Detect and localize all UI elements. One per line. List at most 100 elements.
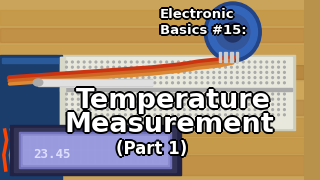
Circle shape xyxy=(172,61,173,63)
Circle shape xyxy=(154,109,156,111)
Circle shape xyxy=(266,66,268,68)
Bar xyxy=(57,55,294,130)
Bar xyxy=(21,134,169,166)
Circle shape xyxy=(77,114,79,116)
Circle shape xyxy=(216,14,250,50)
Text: Measurement: Measurement xyxy=(66,113,276,139)
Circle shape xyxy=(119,114,120,116)
Circle shape xyxy=(225,109,226,111)
Circle shape xyxy=(77,61,79,63)
Circle shape xyxy=(166,93,167,95)
Circle shape xyxy=(89,109,91,111)
Circle shape xyxy=(201,71,203,73)
Bar xyxy=(10,125,180,175)
Circle shape xyxy=(242,66,244,68)
Bar xyxy=(38,79,152,86)
Circle shape xyxy=(248,71,250,73)
Circle shape xyxy=(72,98,73,100)
Circle shape xyxy=(213,77,215,78)
Circle shape xyxy=(107,103,108,105)
Circle shape xyxy=(284,103,285,105)
Circle shape xyxy=(272,66,274,68)
Circle shape xyxy=(284,66,285,68)
Circle shape xyxy=(201,82,203,84)
Text: Measurement: Measurement xyxy=(65,112,274,138)
Circle shape xyxy=(89,71,91,73)
Text: Basics #15:: Basics #15: xyxy=(158,24,244,37)
Circle shape xyxy=(183,98,185,100)
Circle shape xyxy=(131,109,132,111)
Circle shape xyxy=(189,82,191,84)
Circle shape xyxy=(119,61,120,63)
Circle shape xyxy=(95,114,97,116)
Circle shape xyxy=(260,98,262,100)
Circle shape xyxy=(183,93,185,95)
Circle shape xyxy=(101,114,103,116)
Circle shape xyxy=(284,114,285,116)
Circle shape xyxy=(254,93,256,95)
Circle shape xyxy=(131,77,132,78)
Circle shape xyxy=(178,109,179,111)
Circle shape xyxy=(160,114,162,116)
Circle shape xyxy=(148,61,150,63)
Circle shape xyxy=(172,71,173,73)
Circle shape xyxy=(107,77,108,78)
Circle shape xyxy=(66,98,67,100)
Circle shape xyxy=(66,93,67,95)
Circle shape xyxy=(101,66,103,68)
Circle shape xyxy=(242,93,244,95)
Circle shape xyxy=(183,103,185,105)
Circle shape xyxy=(77,98,79,100)
Circle shape xyxy=(148,93,150,95)
Circle shape xyxy=(207,103,209,105)
Circle shape xyxy=(119,93,120,95)
Circle shape xyxy=(254,98,256,100)
Circle shape xyxy=(278,77,279,78)
Text: Temperature: Temperature xyxy=(76,90,271,116)
Circle shape xyxy=(172,82,173,84)
Circle shape xyxy=(154,71,156,73)
Circle shape xyxy=(278,109,279,111)
Circle shape xyxy=(77,109,79,111)
Circle shape xyxy=(272,98,274,100)
Bar xyxy=(19,132,171,168)
Circle shape xyxy=(95,98,97,100)
Text: Measurement: Measurement xyxy=(65,110,274,136)
Text: Temperature: Temperature xyxy=(78,88,273,114)
Circle shape xyxy=(148,98,150,100)
Text: (Part 1): (Part 1) xyxy=(116,142,188,160)
Circle shape xyxy=(207,98,209,100)
Circle shape xyxy=(254,77,256,78)
Text: Basics #15:: Basics #15: xyxy=(160,22,246,35)
Circle shape xyxy=(213,71,215,73)
Circle shape xyxy=(72,109,73,111)
Circle shape xyxy=(107,93,108,95)
Text: Temperature: Temperature xyxy=(77,87,272,113)
Circle shape xyxy=(131,71,132,73)
Circle shape xyxy=(278,61,279,63)
Circle shape xyxy=(154,98,156,100)
Circle shape xyxy=(113,71,115,73)
Circle shape xyxy=(201,61,203,63)
Text: Electronic: Electronic xyxy=(158,8,232,21)
Text: Basics #15:: Basics #15: xyxy=(158,23,245,36)
Bar xyxy=(219,52,221,62)
Circle shape xyxy=(219,93,220,95)
Circle shape xyxy=(166,77,167,78)
Circle shape xyxy=(231,93,232,95)
Circle shape xyxy=(124,98,126,100)
Circle shape xyxy=(242,103,244,105)
Circle shape xyxy=(154,114,156,116)
Circle shape xyxy=(113,66,115,68)
Circle shape xyxy=(260,61,262,63)
Circle shape xyxy=(83,98,85,100)
Circle shape xyxy=(266,103,268,105)
Circle shape xyxy=(119,66,120,68)
Circle shape xyxy=(225,66,226,68)
Circle shape xyxy=(89,93,91,95)
Text: Basics #15:: Basics #15: xyxy=(160,24,246,37)
Circle shape xyxy=(89,114,91,116)
Circle shape xyxy=(107,71,108,73)
Circle shape xyxy=(148,71,150,73)
Circle shape xyxy=(136,114,138,116)
